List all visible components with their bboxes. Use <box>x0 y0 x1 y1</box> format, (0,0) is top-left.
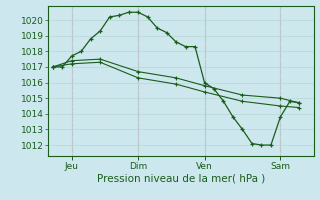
X-axis label: Pression niveau de la mer( hPa ): Pression niveau de la mer( hPa ) <box>97 173 265 183</box>
